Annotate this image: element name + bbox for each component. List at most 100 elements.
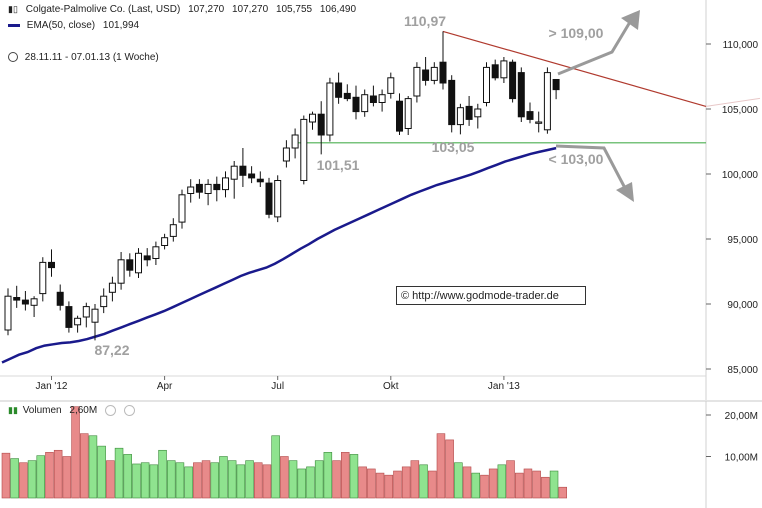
- header-row: ▮▯ Colgate-Palmolive Co. (Last, USD) 107…: [8, 4, 361, 15]
- candle-body: [474, 108, 482, 118]
- candle-body: [195, 183, 203, 193]
- candle-body: [274, 180, 282, 218]
- annotation-low: 103,05: [432, 139, 475, 155]
- candle-body: [430, 66, 438, 81]
- volume-bars: [1, 406, 567, 499]
- volume-value: 2,60M: [69, 405, 98, 417]
- volume-bar: [167, 460, 176, 499]
- candle-body: [456, 107, 464, 126]
- volume-bar: [436, 433, 446, 499]
- time-tick-label: Jan '13: [488, 381, 520, 392]
- volume-bar: [393, 470, 402, 499]
- price-tick-label: 85,000: [727, 365, 758, 376]
- candle-body: [256, 178, 264, 183]
- volume-bar: [541, 476, 550, 499]
- volume-bar: [245, 460, 254, 499]
- volume-bar: [97, 445, 106, 499]
- clock-icon: [8, 52, 18, 63]
- volume-bar: [1, 452, 11, 499]
- volume-settings-icon[interactable]: [104, 405, 116, 416]
- candle-body: [439, 61, 447, 84]
- candle-body: [352, 96, 360, 113]
- volume-bar: [340, 452, 350, 499]
- candle-body: [265, 182, 273, 215]
- candle-body: [74, 317, 82, 326]
- candle-body: [526, 111, 534, 120]
- chart-type-icon[interactable]: ▮▯: [8, 4, 18, 14]
- volume-bar: [410, 460, 420, 499]
- annotations: 110,97 101,51 103,05 87,22 > 109,00 < 103,00: [94, 13, 603, 358]
- candles: [4, 31, 560, 341]
- ema-swatch-icon: [8, 23, 20, 27]
- volume-bar: [88, 435, 98, 499]
- candle-body: [126, 259, 134, 271]
- candle-body: [143, 255, 151, 261]
- candle-body: [343, 92, 351, 100]
- volume-bar: [262, 464, 272, 499]
- price-tick-label: 95,000: [727, 235, 758, 246]
- ema-value: 101,994: [102, 20, 140, 31]
- volume-bar: [36, 455, 45, 499]
- candle-body: [230, 165, 238, 180]
- volume-bar: [471, 472, 480, 499]
- volume-bar: [506, 460, 515, 499]
- time-tick-label: Okt: [383, 381, 399, 392]
- price-tick-label: 100,000: [722, 170, 759, 181]
- volume-bar: [175, 462, 185, 499]
- volume-bar: [462, 466, 472, 499]
- candle-body: [48, 261, 55, 269]
- volume-bar: [532, 470, 541, 499]
- candle-body: [422, 69, 430, 81]
- volume-bar: [401, 466, 411, 499]
- instrument-name: Colgate-Palmolive Co. (Last, USD): [25, 4, 181, 15]
- volume-bar: [297, 468, 306, 499]
- candle-body: [552, 78, 560, 91]
- volume-bar: [45, 452, 54, 499]
- price-tick-label: 110,000: [723, 40, 759, 51]
- candle-body: [239, 165, 247, 176]
- volume-legend-row: ▮▮ Volumen 2,60M: [8, 405, 140, 416]
- candle-body: [335, 82, 343, 98]
- candle-body: [13, 297, 21, 301]
- volume-bar: [114, 447, 124, 499]
- candle-body: [326, 82, 334, 136]
- time-tick-label: Jan '12: [36, 381, 68, 392]
- candle-body: [317, 113, 325, 136]
- down-arrow-shaft: [555, 144, 628, 191]
- volume-bar: [427, 470, 437, 499]
- candle-body: [361, 94, 369, 113]
- volume-bar: [314, 460, 324, 499]
- high-value: 107,270: [232, 4, 269, 15]
- volume-bar: [375, 472, 385, 499]
- volume-bar: [80, 433, 89, 499]
- volume-bar: [62, 456, 72, 499]
- candle-body: [369, 95, 377, 103]
- volume-tick-label: 10,00M: [725, 453, 758, 464]
- candle-body: [108, 282, 116, 293]
- candle-body: [100, 295, 108, 308]
- trendlines: [295, 30, 761, 144]
- volume-bar: [280, 456, 289, 499]
- volume-bar: [384, 474, 393, 499]
- volume-tick-label: 20,00M: [725, 411, 758, 422]
- volume-bar: [445, 439, 454, 499]
- volume-bar: [27, 460, 37, 499]
- volume-bar: [497, 464, 507, 499]
- volume-bar: [367, 468, 376, 499]
- up-arrow-head: [621, 10, 640, 30]
- time-tick-label: Jul: [271, 381, 284, 392]
- candle-body: [413, 66, 421, 97]
- volume-bar: [349, 454, 359, 499]
- volume-bar: [558, 486, 567, 499]
- candle-body: [291, 134, 299, 149]
- volume-bar: [123, 454, 133, 499]
- copyright-text: © http://www.godmode-trader.de: [401, 290, 559, 302]
- volume-close-icon[interactable]: [123, 405, 135, 416]
- volume-bar: [358, 466, 367, 499]
- volume-bar: [454, 462, 463, 499]
- open-value: 107,270: [188, 4, 225, 15]
- price-axis: 85,000 90,000 95,000 100,000 105,000 110,000: [706, 40, 758, 376]
- volume-bar: [106, 460, 115, 499]
- candle-body: [543, 72, 551, 131]
- candle-body: [448, 79, 456, 126]
